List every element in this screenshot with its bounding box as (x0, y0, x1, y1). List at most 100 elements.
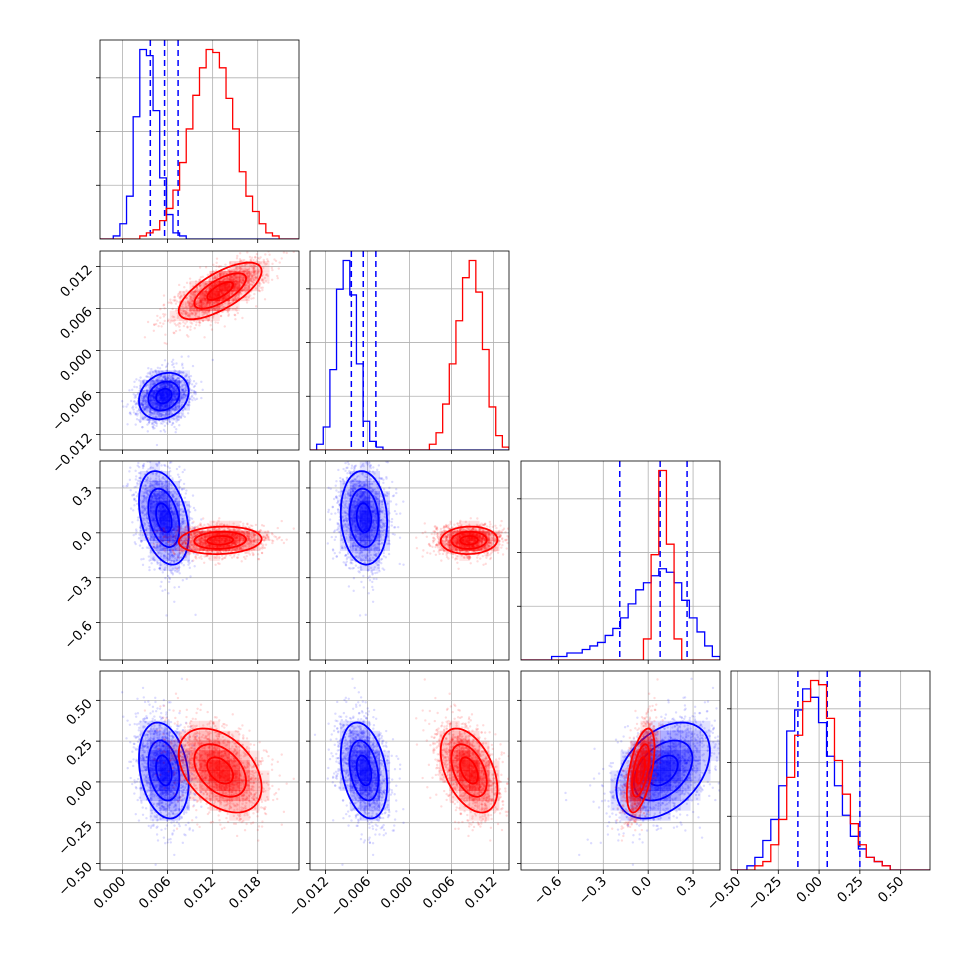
scatter-point (160, 363, 164, 367)
scatter-point (174, 379, 177, 382)
scatter-point (191, 291, 194, 294)
scatter-point (161, 443, 163, 445)
scatter-point (143, 405, 146, 409)
scatter-point (241, 316, 244, 320)
scatter-point (228, 302, 231, 306)
scatter-point (164, 375, 168, 378)
scatter-point (172, 407, 176, 411)
scatter-point (240, 281, 243, 284)
scatter-point (164, 377, 167, 380)
scatter-point (193, 313, 197, 317)
scatter-point (168, 413, 171, 417)
scatter-point (256, 271, 260, 274)
scatter-point (159, 321, 162, 325)
scatter-point (150, 412, 154, 415)
scatter-point (144, 406, 148, 409)
scatter-point (139, 420, 142, 423)
scatter-point (146, 392, 149, 395)
scatter-point (145, 375, 148, 378)
panel-frame (99, 39, 300, 240)
scatter-point (263, 261, 266, 265)
scatter-point (156, 314, 159, 318)
scatter-point (155, 456, 157, 458)
scatter-point (132, 411, 136, 414)
scatter-point (219, 274, 222, 277)
density-cell (179, 380, 190, 391)
scatter-point (218, 275, 221, 278)
scatter-point (165, 414, 168, 418)
scatter-point (152, 323, 156, 326)
scatter-point (180, 403, 183, 406)
scatter-point (245, 283, 248, 287)
scatter-point (189, 305, 192, 309)
contour-series-0 (138, 371, 190, 421)
scatter-point (266, 274, 270, 278)
scatter-point (172, 331, 175, 334)
scatter-point (144, 406, 148, 409)
scatter-point (171, 383, 174, 386)
scatter-point (264, 273, 268, 277)
scatter-point (173, 322, 177, 325)
scatter-point (193, 294, 196, 298)
scatter-point (245, 272, 249, 276)
scatter-point (216, 275, 219, 278)
scatter-point (143, 392, 147, 395)
scatter-point (166, 376, 170, 380)
scatter-point (141, 403, 145, 407)
scatter-point (146, 430, 149, 433)
scatter-point (173, 385, 176, 389)
scatter-point (177, 283, 181, 287)
density-cell (179, 370, 190, 381)
scatter-point (257, 268, 260, 271)
scatter-point (247, 275, 251, 279)
scatter-point (181, 579, 185, 582)
scatter-point (188, 381, 192, 384)
scatter-point (154, 380, 158, 383)
scatter-point (171, 307, 174, 311)
scatter-point (162, 322, 165, 325)
scatter-point (172, 400, 175, 403)
scatter-point (169, 400, 173, 403)
scatter-point (170, 412, 173, 416)
scatter-point (236, 311, 239, 315)
scatter-point (250, 297, 253, 300)
scatter-point (163, 375, 166, 379)
scatter-point (247, 296, 251, 299)
scatter-point (262, 266, 265, 269)
scatter-point (195, 397, 199, 401)
scatter-point (155, 378, 158, 382)
scatter-point (183, 496, 187, 500)
scatter-point (148, 435, 150, 437)
scatter-point (192, 293, 195, 296)
scatter-point (215, 257, 219, 260)
scatter-point (261, 278, 265, 281)
scatter-point (181, 308, 185, 311)
scatter-point (129, 507, 133, 510)
density-cell (159, 410, 171, 421)
scatter-point (254, 287, 258, 290)
scatter-point (260, 524, 264, 527)
scatter-point (189, 292, 193, 296)
scatter-point (142, 557, 145, 561)
scatter-point (196, 311, 199, 314)
scatter-point (221, 303, 224, 306)
scatter-point (191, 304, 195, 307)
scatter-point (176, 376, 180, 380)
scatter-point (243, 264, 247, 267)
scatter-point (227, 301, 230, 305)
scatter-point (255, 259, 258, 262)
scatter-point (151, 421, 154, 424)
scatter-point (281, 240, 283, 242)
scatter-point (165, 412, 168, 415)
scatter-point (172, 374, 176, 377)
scatter-point (158, 412, 162, 416)
scatter-point (138, 384, 142, 388)
scatter-point (179, 295, 183, 298)
scatter-point (158, 411, 161, 414)
scatter-point (143, 399, 147, 402)
scatter-point (195, 321, 198, 324)
scatter-point (156, 457, 158, 459)
density-cell (149, 461, 161, 472)
scatter-point (261, 286, 264, 289)
scatter-point (146, 406, 149, 409)
